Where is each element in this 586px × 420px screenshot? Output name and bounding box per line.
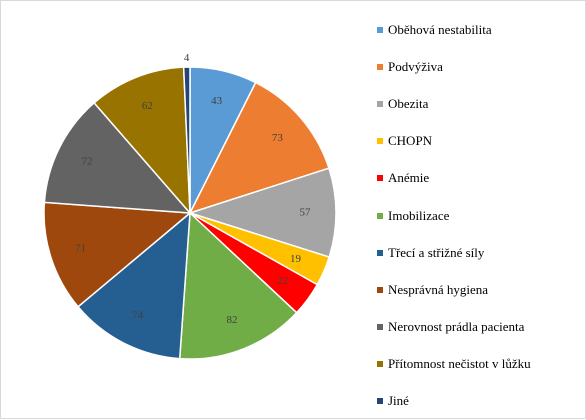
slice-value-label: 22 [277, 275, 288, 287]
legend-swatch [377, 138, 383, 145]
slice-value-label: 62 [142, 100, 153, 112]
pie-slice [178, 211, 298, 360]
slice-value-label: 43 [211, 95, 223, 107]
legend-swatch [377, 249, 383, 256]
legend-label: Nerovnost prádla pacienta [388, 319, 525, 335]
slice-value-label: 4 [184, 52, 190, 64]
legend-item: Přítomnost nečistot v lůžku [377, 346, 582, 383]
legend-swatch [377, 324, 383, 331]
legend-label: Imobilizace [388, 207, 450, 223]
pie-slice [77, 211, 191, 360]
pie-slice [43, 101, 192, 214]
slice-value-label: 19 [290, 253, 302, 265]
legend-label: Jiné [388, 393, 409, 409]
legend-swatch [377, 175, 383, 182]
legend-item: CHOPN [377, 123, 582, 160]
slice-value-label: 73 [272, 132, 284, 144]
legend-swatch [377, 361, 383, 368]
legend-item: Oběhová nestabilita [377, 11, 582, 48]
legend-label: Třecí a střižné síly [388, 244, 485, 260]
slice-value-label: 82 [227, 314, 238, 326]
pie-slices [43, 66, 337, 360]
slice-value-label: 71 [75, 242, 86, 254]
legend-swatch [377, 100, 383, 107]
legend-label: Nesprávná hygiena [388, 281, 488, 297]
legend-item: Nerovnost prádla pacienta [377, 309, 582, 346]
slice-value-label: 57 [300, 207, 312, 219]
slice-value-label: 74 [132, 309, 144, 321]
legend-label: Podvýživa [388, 58, 443, 74]
pie-slice [43, 201, 192, 308]
legend-item: Imobilizace [377, 197, 582, 234]
legend-swatch [377, 286, 383, 293]
legend-item: Nesprávná hygiena [377, 271, 582, 308]
pie-slice [93, 66, 191, 216]
legend-label: Anémie [388, 170, 430, 186]
legend-swatch [377, 26, 383, 33]
legend-item: Třecí a střižné síly [377, 234, 582, 271]
pie-slice [182, 66, 191, 214]
legend-item: Jiné [377, 383, 582, 420]
legend: Oběhová nestabilita Podvýživa Obezita CHOPN… [377, 11, 582, 420]
legend-swatch [377, 398, 383, 405]
legend-item: Anémie [377, 160, 582, 197]
legend-item: Podvýživa [377, 48, 582, 85]
legend-label: Oběhová nestabilita [388, 21, 492, 37]
legend-swatch [377, 212, 383, 219]
slice-value-label: 72 [82, 156, 93, 168]
legend-label: CHOPN [388, 133, 433, 149]
legend-label: Obezita [388, 95, 429, 111]
pie-slice [188, 81, 330, 215]
legend-swatch [377, 63, 383, 70]
pie-slice [187, 167, 337, 259]
legend-item: Obezita [377, 85, 582, 122]
legend-label: Přítomnost nečistot v lůžku [388, 356, 531, 372]
